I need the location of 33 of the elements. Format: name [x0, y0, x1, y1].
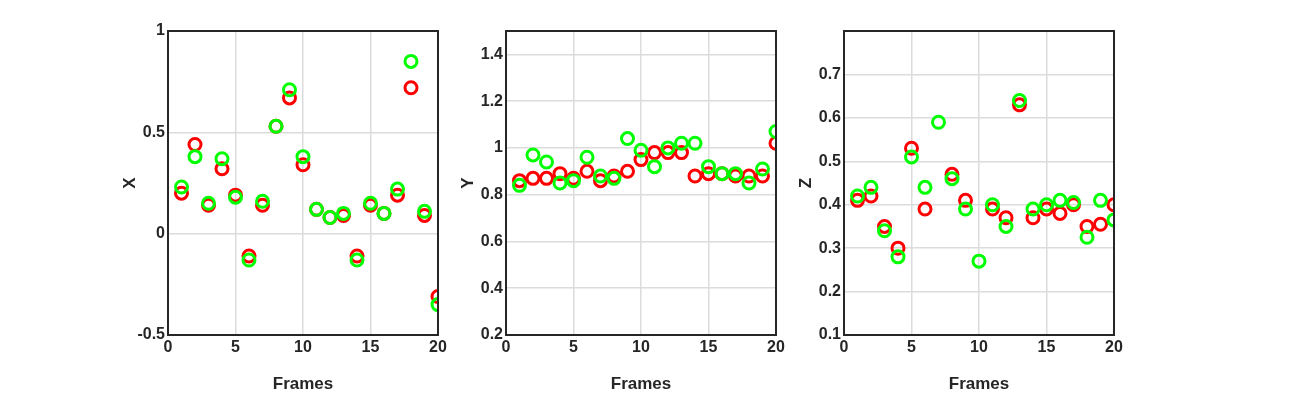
x-tick-label: 20: [429, 338, 447, 356]
y-tick-label: 0.4: [818, 195, 842, 213]
x-tick-label: 15: [1037, 338, 1056, 356]
y-tick-label: 0: [156, 224, 166, 242]
x-tick-label: 15: [361, 338, 380, 356]
y-tick-label: 0.4: [480, 278, 504, 296]
x-tick-label: 5: [907, 338, 917, 356]
x-axis-title: Frames: [610, 374, 672, 394]
y-tick-label: 0.6: [480, 231, 504, 249]
x-tick-label: 20: [767, 338, 785, 356]
y-tick-label: 1.4: [480, 44, 504, 62]
y-axis-title: Y: [457, 176, 477, 189]
x-tick-label: 20: [1105, 338, 1123, 356]
y-tick-label: 1: [494, 138, 504, 156]
x-tick-label: 10: [970, 338, 988, 356]
y-tick-label: 0.6: [818, 108, 842, 126]
x-tick-label: 10: [294, 338, 312, 356]
y-tick-label: 0.7: [818, 64, 842, 82]
y-tick-label: 0.5: [818, 151, 842, 169]
y-axis-title: Z: [795, 177, 815, 189]
y-axis-title: X: [119, 176, 139, 189]
x-tick-label: 10: [632, 338, 650, 356]
x-tick-label: 5: [231, 338, 241, 356]
y-tick-label: 1: [156, 21, 166, 39]
x-tick-label: 15: [699, 338, 718, 356]
x-tick-label: 5: [569, 338, 579, 356]
x-axis-title: Frames: [948, 374, 1010, 394]
y-tick-label: 0.5: [142, 122, 166, 140]
y-tick-label: 1.2: [480, 91, 504, 109]
y-tick-label: 0.2: [818, 281, 842, 299]
y-tick-label: 0.3: [818, 238, 842, 256]
y-tick-label: 0.8: [480, 185, 504, 203]
x-axis-title: Frames: [272, 374, 334, 394]
